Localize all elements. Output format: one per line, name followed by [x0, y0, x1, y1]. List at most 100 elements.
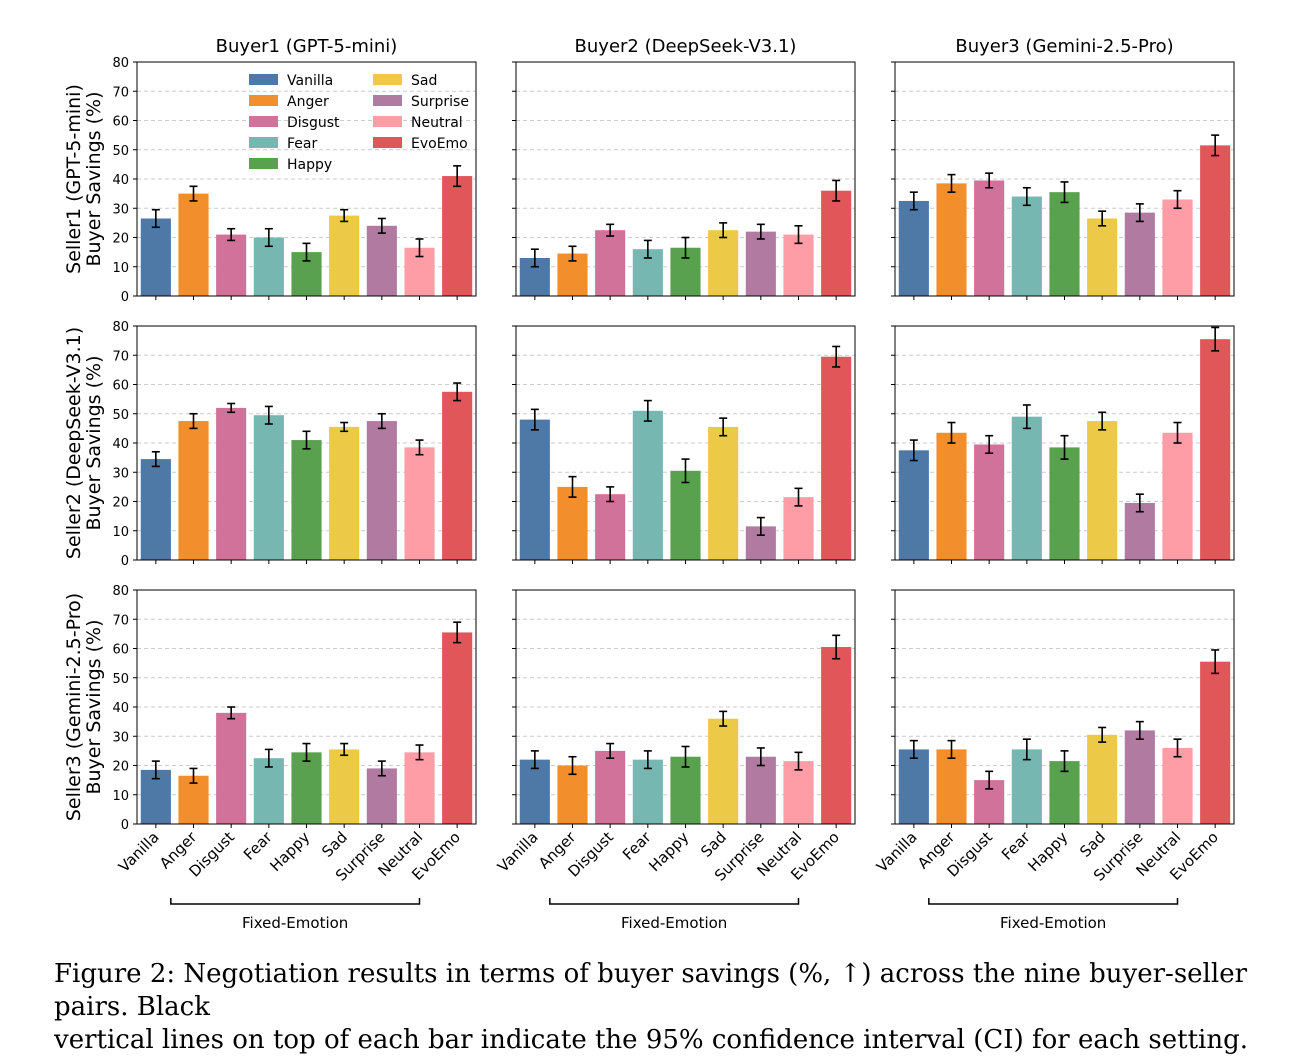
- bar-surprise: [366, 421, 397, 560]
- bar-anger: [178, 421, 209, 560]
- bar-sad: [708, 426, 739, 560]
- bar-neutral: [783, 234, 814, 296]
- bar-fear: [632, 759, 663, 824]
- legend-label-evoemo: EvoEmo: [411, 136, 468, 152]
- legend-label-fear: Fear: [287, 136, 317, 152]
- panel-r2-c2: [512, 325, 856, 564]
- bar-sad: [1087, 734, 1118, 824]
- bar-anger: [936, 749, 967, 824]
- legend-swatch-fear: [249, 137, 278, 148]
- group-bracket: [928, 898, 1179, 905]
- x-tick-label: Vanilla: [115, 828, 163, 876]
- bar-evoemo: [442, 176, 473, 296]
- bar-vanilla: [140, 218, 171, 296]
- legend-label-vanilla: Vanilla: [287, 73, 333, 89]
- y-tick-label: 0: [121, 554, 129, 569]
- bar-happy: [291, 752, 322, 824]
- bar-neutral: [404, 447, 435, 560]
- figure-grid: 0 10 20 30 40 50 60 70 80 Buyer1 (GPT-5-mini) Sell…: [63, 36, 1235, 932]
- bar-happy: [670, 470, 701, 560]
- legend-swatch-happy: [249, 158, 278, 169]
- y-tick-label: 40: [112, 701, 129, 716]
- bar-sad: [1087, 421, 1118, 560]
- legend: Vanilla Anger Disgust Fear Happy Sad Surprise N…: [249, 73, 469, 173]
- x-tick-label: Sad: [1076, 828, 1109, 861]
- panel-r2-c1: 0 10 20 30 40 50 60 70 80 Seller2 (DeepSeek-V3.1)…: [63, 320, 477, 569]
- bar-evoemo: [1200, 145, 1231, 296]
- bar-neutral: [783, 497, 814, 560]
- y-tick-label: 60: [112, 379, 129, 394]
- legend-swatch-anger: [249, 95, 278, 106]
- y-tick-label: 30: [112, 202, 129, 217]
- bar-vanilla: [898, 450, 929, 560]
- legend-label-happy: Happy: [287, 157, 332, 173]
- bar-anger: [178, 193, 209, 296]
- y-tick-label: 80: [112, 56, 129, 71]
- legend-label-anger: Anger: [287, 94, 329, 110]
- bar-surprise: [1124, 212, 1155, 296]
- y-tick-label: 30: [112, 730, 129, 745]
- bar-anger: [557, 765, 588, 824]
- panel-r1-c1: 0 10 20 30 40 50 60 70 80 Buyer1 (GPT-5-mini) Sell…: [63, 36, 477, 305]
- bar-surprise: [1124, 730, 1155, 824]
- bar-disgust: [595, 494, 626, 560]
- y-tick-label: 40: [112, 173, 129, 188]
- x-tick-label: Sad: [318, 828, 351, 861]
- y-tick-label: 20: [112, 496, 129, 511]
- bar-happy: [1049, 192, 1080, 296]
- x-tick-label: Vanilla: [873, 828, 921, 876]
- caption-line-2: vertical lines on top of each bar indica…: [54, 1025, 1248, 1055]
- column-title: Buyer3 (Gemini-2.5-Pro): [955, 36, 1173, 57]
- group-bracket-label: Fixed-Emotion: [1000, 914, 1106, 932]
- bar-sad: [329, 749, 360, 824]
- legend-swatch-neutral: [373, 116, 402, 127]
- bar-fear: [1011, 416, 1042, 560]
- x-tick-label: Vanilla: [494, 828, 542, 876]
- bar-surprise: [745, 756, 776, 824]
- bar-surprise: [366, 225, 397, 296]
- bar-neutral: [1162, 432, 1193, 560]
- bar-vanilla: [519, 759, 550, 824]
- bar-evoemo: [1200, 339, 1231, 560]
- y-tick-label: 0: [121, 290, 129, 305]
- panel-r1-c3: Buyer3 (Gemini-2.5-Pro): [891, 36, 1235, 300]
- row-label-metric: Buyer Savings (%): [83, 91, 105, 266]
- bar-sad: [708, 230, 739, 296]
- legend-swatch-sad: [373, 74, 402, 85]
- bar-surprise: [745, 231, 776, 296]
- bar-neutral: [404, 752, 435, 824]
- y-tick-label: 60: [112, 643, 129, 658]
- y-tick-label: 30: [112, 466, 129, 481]
- bar-disgust: [974, 444, 1005, 560]
- bar-sad: [708, 718, 739, 824]
- bar-disgust: [216, 712, 247, 824]
- legend-label-surprise: Surprise: [411, 94, 469, 110]
- y-tick-label: 40: [112, 437, 129, 452]
- bar-evoemo: [821, 356, 852, 560]
- x-tick-label: Happy: [266, 828, 313, 875]
- y-tick-label: 50: [112, 408, 129, 423]
- bar-disgust: [216, 234, 247, 296]
- bar-fear: [253, 415, 284, 560]
- caption-line-1: Figure 2: Negotiation results in terms o…: [54, 959, 1248, 1022]
- bar-fear: [632, 410, 663, 560]
- legend-label-neutral: Neutral: [411, 115, 463, 131]
- y-tick-label: 80: [112, 584, 129, 599]
- row-label-seller: Seller3 (Gemini-2.5-Pro): [63, 593, 85, 821]
- bar-fear: [1011, 196, 1042, 296]
- y-tick-label: 10: [112, 525, 129, 540]
- bar-disgust: [595, 230, 626, 296]
- row-label-metric: Buyer Savings (%): [83, 619, 105, 794]
- group-bracket: [170, 898, 421, 905]
- y-tick-label: 60: [112, 115, 129, 130]
- x-tick-label: Sad: [697, 828, 730, 861]
- column-title: Buyer2 (DeepSeek-V3.1): [575, 36, 797, 57]
- bar-evoemo: [442, 391, 473, 560]
- row-label-seller: Seller2 (DeepSeek-V3.1): [63, 327, 85, 559]
- legend-swatch-vanilla: [249, 74, 278, 85]
- y-tick-label: 70: [112, 613, 129, 628]
- row-label-seller: Seller1 (GPT-5-mini): [63, 84, 85, 274]
- y-tick-label: 70: [112, 85, 129, 100]
